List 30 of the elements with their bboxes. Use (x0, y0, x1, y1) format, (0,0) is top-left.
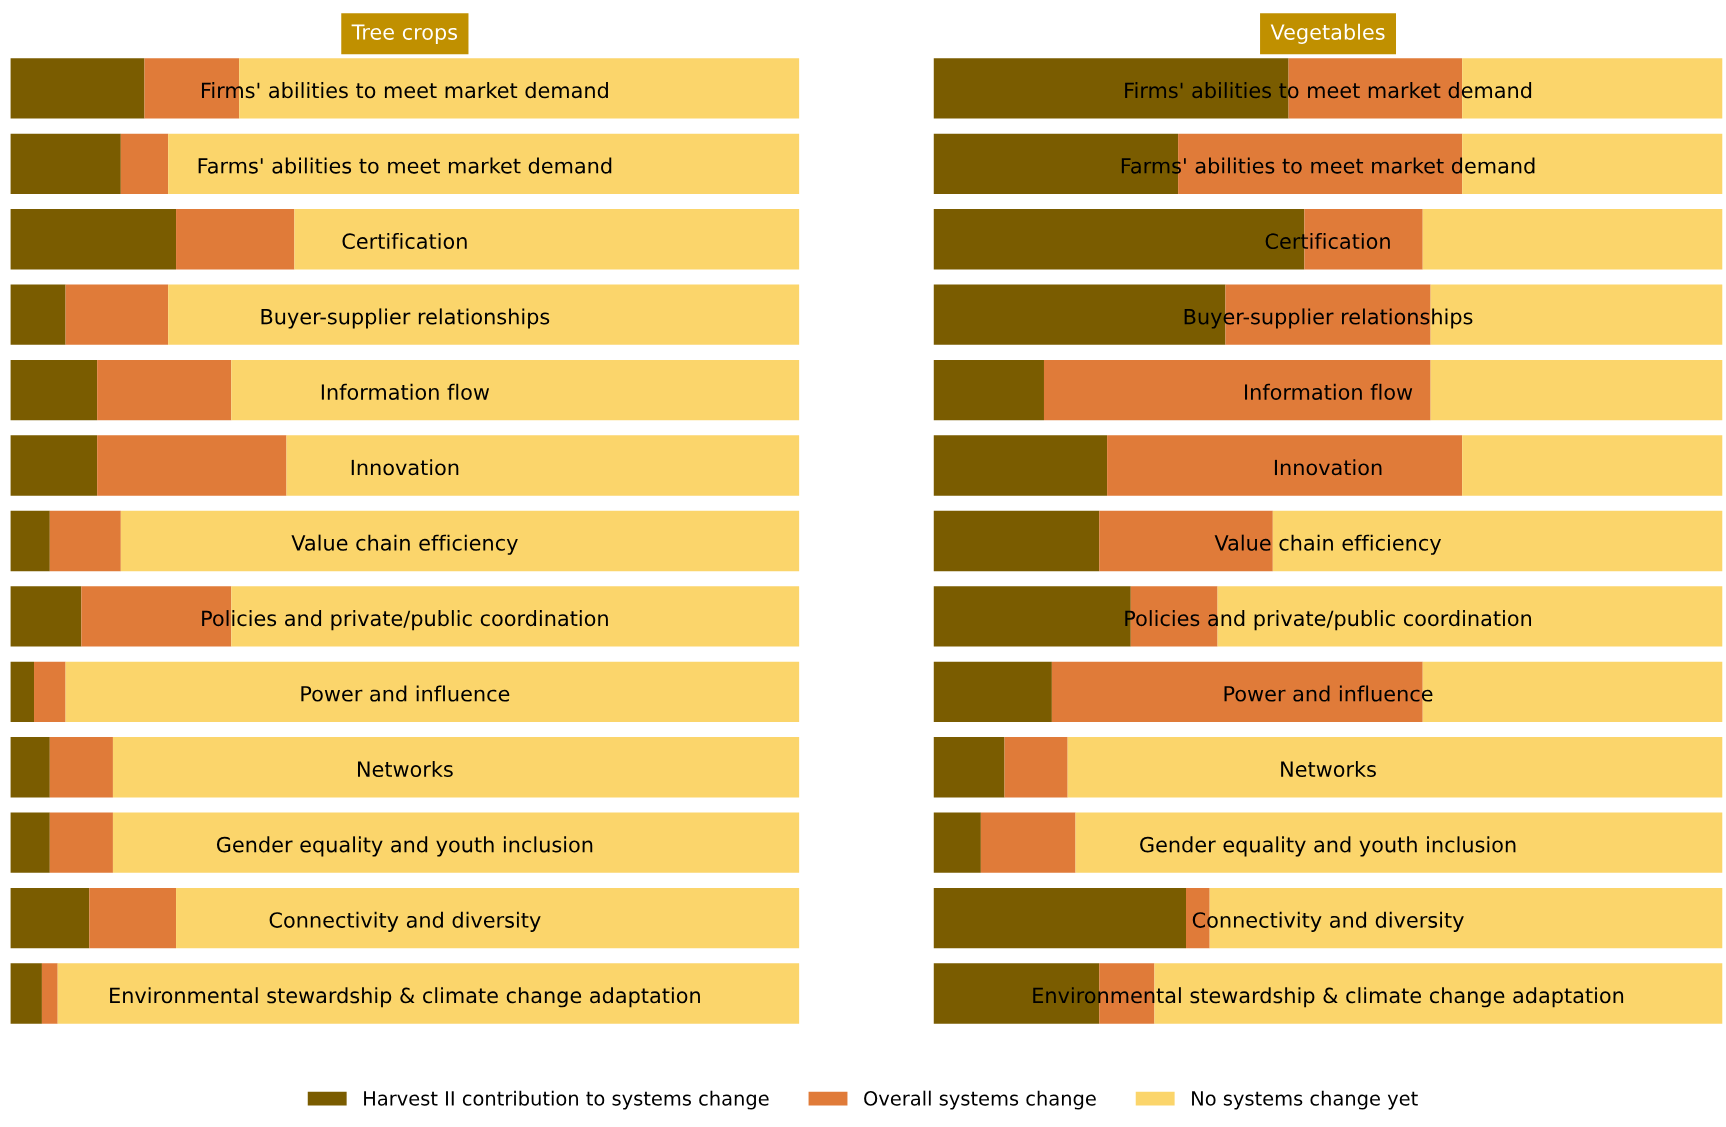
y-tick-label: Power and influence (1224, 685, 1433, 702)
y-tick-label: Environmental stewardship & climate change adaptation (1033, 987, 1624, 1008)
y-tick-label: Buyer-supplier relationships (1184, 308, 1473, 329)
y-tick-label: Environmental stewardship & climate change adaptation (110, 987, 700, 1008)
y-tick-label: Policies and private/public coordination (202, 610, 608, 631)
y-tick-label: Innovation (351, 459, 459, 476)
y-tick-label: Gender equality and youth inclusion (216, 836, 593, 857)
y-tick-label: Buyer-supplier relationships (261, 308, 550, 329)
y-tick-label: Power and influence (301, 685, 510, 702)
chart-title: Vegetables (1270, 23, 1385, 44)
y-tick-label: Information flow (1245, 383, 1413, 400)
y-tick-label: Networks (358, 760, 453, 778)
y-tick-label: Gender equality and youth inclusion (1140, 836, 1516, 857)
y-tick-label: Firms' abilities to meet market demand (1125, 82, 1532, 99)
legend-label: Harvest II contribution to systems change (364, 1090, 769, 1110)
y-tick-label: Connectivity and diversity (269, 911, 541, 932)
legend-label: No systems change yet (1192, 1090, 1418, 1110)
chart-title: Tree crops (351, 24, 458, 44)
y-tick-label: Policies and private/public coordination (1125, 610, 1532, 631)
y-tick-label: Innovation (1274, 459, 1382, 476)
y-tick-label: Value chain efficiency (291, 534, 518, 555)
legend-label: Overall systems change (864, 1090, 1096, 1110)
y-tick-label: Farms' abilities to meet market demand (198, 157, 612, 174)
y-tick-label: Networks (1281, 760, 1376, 778)
y-tick-label: Connectivity and diversity (1192, 911, 1464, 932)
y-tick-label: Value chain efficiency (1214, 534, 1442, 555)
y-tick-label: Information flow (321, 383, 490, 400)
y-tick-label: Certification (342, 232, 467, 250)
y-tick-label: Firms' abilities to meet market demand (201, 82, 608, 99)
y-tick-label: Certification (1265, 232, 1390, 250)
